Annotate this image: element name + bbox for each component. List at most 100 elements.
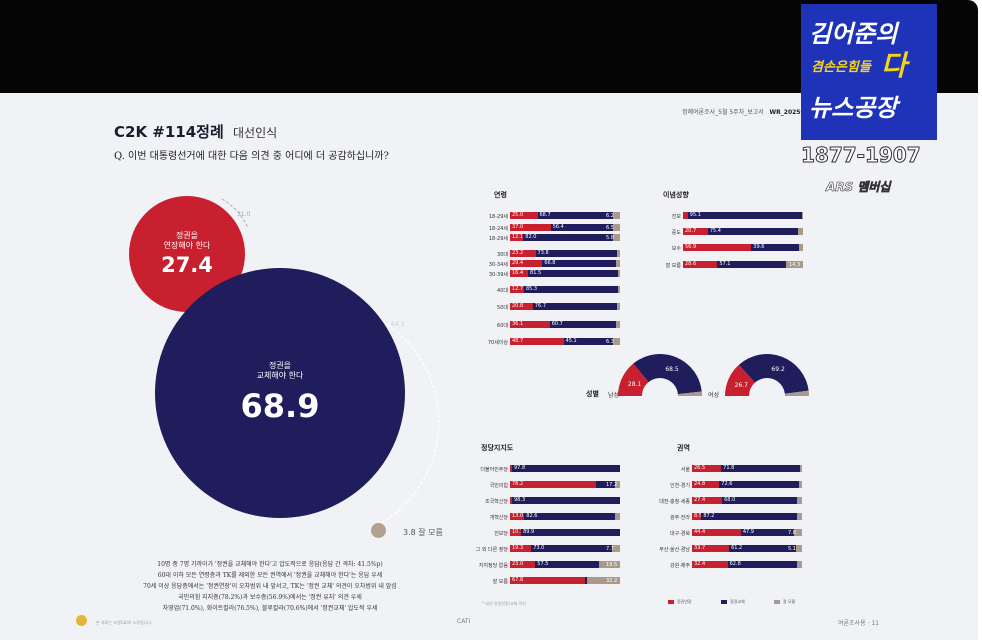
bar-row: 37.0 56.4 xyxy=(510,224,620,231)
bar-row: 16.4 81.5 xyxy=(510,270,620,277)
bar-segment-change: 81.5 xyxy=(528,270,618,277)
bar-row: 26.5 71.8 xyxy=(692,465,802,472)
bar-segment-change: 61.2 xyxy=(729,545,797,552)
bar-category-label: 더불어민주당 xyxy=(480,467,508,473)
ars-membership: ARS 멤버십 xyxy=(826,180,891,195)
summary-line: 70세 이상 응답층에서는 '정권연장'이 오차범위 내 앞서고, TK는 '정… xyxy=(143,583,397,590)
legend-extend: 정권연장 xyxy=(668,599,692,605)
bar-row: 33.7 61.2 xyxy=(692,545,802,552)
bar-segment-unknown-label: 5.8 xyxy=(606,235,614,241)
bar-segment-extend xyxy=(510,497,512,504)
bar-row: 56.9 39.6 xyxy=(683,244,803,251)
bar-segment-extend xyxy=(683,212,688,219)
bar-segment-change: 72.6 xyxy=(719,481,800,488)
bar-segment-extend: 33.7 xyxy=(692,545,730,552)
question-text: Q. 이번 대통령선거에 대한 다음 의견 중 어디에 더 공감하십니까? xyxy=(114,151,389,162)
bar-segment-change: 82.6 xyxy=(524,513,616,520)
bar-segment-unknown-label: 6.2 xyxy=(606,213,614,219)
bar-segment-extend: 19.3 xyxy=(510,545,532,552)
bar-category-label: 18-29세 xyxy=(488,236,508,242)
bar-category-label: 광주·전라 xyxy=(670,515,690,521)
bar-category-label: 40대 xyxy=(497,288,508,294)
bar-category-label: 조국혁신당 xyxy=(484,499,508,505)
bar-segment-extend: 16.4 xyxy=(510,270,529,277)
bar-row: 27.4 68.0 xyxy=(692,497,802,504)
bar-row: 44.4 47.9 xyxy=(692,529,802,536)
bar-category-label: 대전·충청·세종 xyxy=(659,499,690,505)
bar-segment-unknown-label: 6.5 xyxy=(606,225,614,231)
section-region-title: 권역 xyxy=(677,444,690,452)
bar-category-label: 30-34세 xyxy=(488,262,508,268)
bar-segment-change: 71.8 xyxy=(721,465,801,472)
bar-row: 8.5 87.2 xyxy=(692,513,802,520)
bar-category-label: 70세이상 xyxy=(487,340,508,346)
bar-segment-change: 66.8 xyxy=(542,260,616,267)
bar-segment-change: 47.9 xyxy=(740,529,794,536)
bar-segment-extend: 78.2 xyxy=(510,481,597,488)
bar-segment-change: 68.7 xyxy=(537,212,614,219)
bar-segment-change: 45.1 xyxy=(563,338,614,345)
bar-segment-extend: 28.6 xyxy=(683,261,718,268)
bar-segment-change: 97.8 xyxy=(512,465,620,472)
unknown-dot xyxy=(371,523,386,538)
bar-category-label: 18-29세 xyxy=(488,214,508,220)
bar-segment-change: 82.0 xyxy=(523,234,614,241)
bar-category-label: 인천·경기 xyxy=(670,483,690,489)
bar-row: 32.4 62.8 xyxy=(692,561,802,568)
bar-segment-extend: 8.5 xyxy=(692,513,702,520)
bar-category-label: 진보 xyxy=(671,214,681,220)
footer-center: CATI xyxy=(457,618,471,625)
summary-line: 자영업(71.0%), 화이트칼라(76.5%), 블루칼라(70.6%)에서 … xyxy=(162,605,378,612)
bar-segment-unknown-label: 6.3 xyxy=(606,339,614,345)
legend-change-label: 정권교체 xyxy=(730,599,745,604)
bar-segment-change: 76.7 xyxy=(532,303,618,310)
bar-segment-extend: 12.1 xyxy=(510,234,524,241)
summary-line: 국민의힘 지지층(78.2%)과 보수층(56.9%)에서는 '정권 유지' 의… xyxy=(178,594,362,601)
bar-segment-unknown-label: 19.5 xyxy=(606,562,618,568)
bar-segment-unknown-label: 17.2 xyxy=(606,482,618,488)
gauge-male-unknown-arc xyxy=(677,391,702,396)
title-main: C2K #114정례 xyxy=(114,123,224,141)
arc-decor xyxy=(221,198,440,526)
bar-segment-change: 68.0 xyxy=(722,497,797,504)
change-circle: 정권을 교체해야 한다 68.9 xyxy=(155,268,405,518)
bar-segment-change: 57.1 xyxy=(717,261,786,268)
bar-segment-extend: 23.2 xyxy=(510,250,536,257)
bar-segment-extend: 13.0 xyxy=(510,513,525,520)
bar-segment-unknown-label: 7.8 xyxy=(788,530,796,536)
extend-label: 정권을 연장해야 한다 xyxy=(163,231,211,250)
bar-row: 78.2 xyxy=(510,481,620,488)
sun-icon xyxy=(76,615,87,626)
gauge-female-label: 여성 xyxy=(708,392,720,399)
extend-value: 27.4 xyxy=(161,253,213,277)
bar-category-label: 국민의힘 xyxy=(489,483,508,489)
bar-row: 95.1 xyxy=(683,212,803,219)
bar-segment-change: 57.5 xyxy=(535,561,599,568)
bar-segment-extend: 32.4 xyxy=(692,561,728,568)
bar-row: 20.8 76.7 xyxy=(510,303,620,310)
footer-right: 여론조사용 · 11 xyxy=(838,620,879,627)
bar-segment-extend: 56.9 xyxy=(683,244,752,251)
bar-segment-change: 89.9 xyxy=(521,529,620,536)
phone-number: 1877-1907 xyxy=(801,143,922,168)
bar-segment-extend: 20.8 xyxy=(510,303,533,310)
report-header: 정례여론조사_5월 5주차_보고서 WR_202505 xyxy=(682,107,809,116)
bar-segment-change xyxy=(596,481,615,488)
page-title: C2K #114정례 대선인식 xyxy=(114,121,277,142)
bar-segment-unknown-label: 5.1 xyxy=(788,546,796,552)
bar-segment-extend: 25.0 xyxy=(510,212,538,219)
summary-text: 10명 중 7명 가까이가 '정권을 교체해야 한다'고 압도적으로 응답(응답… xyxy=(140,559,400,614)
bar-row: 25.0 68.7 xyxy=(510,212,620,219)
bar-segment-unknown-label: 14.3 xyxy=(789,262,801,268)
gauge-female-change-value: 69.2 xyxy=(771,366,785,373)
bar-row: 24.8 72.6 xyxy=(692,481,802,488)
bar-category-label: 60대 xyxy=(497,323,508,329)
bar-segment-change: 62.8 xyxy=(727,561,797,568)
bar-category-label: 30대 xyxy=(497,252,508,258)
logo-line-2-small: 겸손은힘들 xyxy=(811,60,871,75)
bar-segment-change: 60.7 xyxy=(549,321,617,328)
bar-segment-change: 75.4 xyxy=(707,228,799,235)
logo-line-3: 뉴스공장 xyxy=(809,94,898,122)
bar-segment-extend: 10.1 xyxy=(510,529,524,536)
bar-row: 10.1 89.9 xyxy=(510,529,620,536)
